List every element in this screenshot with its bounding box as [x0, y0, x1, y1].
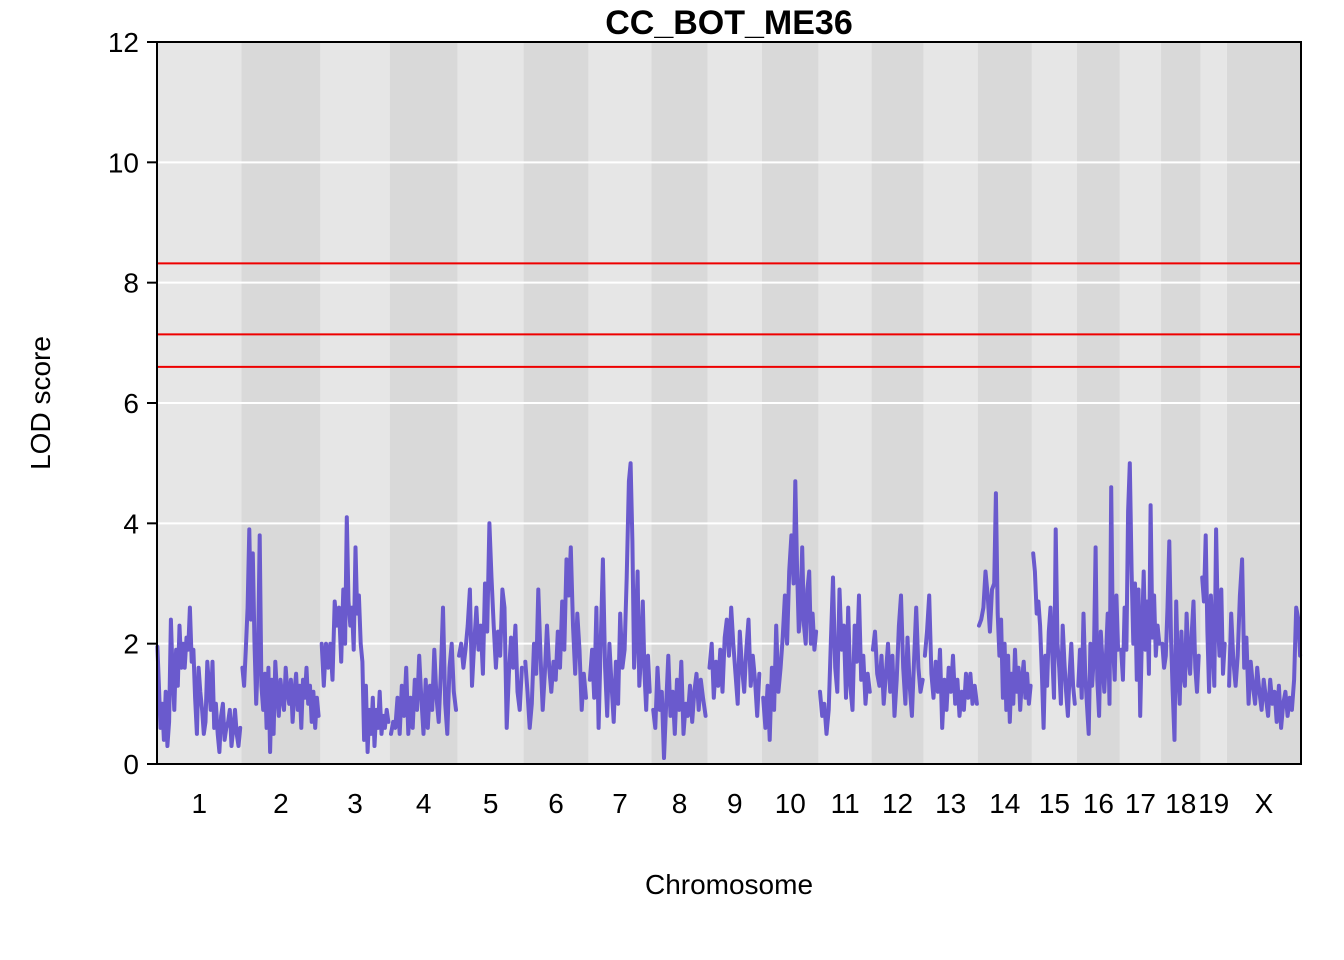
- x-tick-label: 15: [1039, 788, 1070, 819]
- x-axis-label: Chromosome: [645, 869, 813, 900]
- lod-line-chr-16: [1076, 485, 1121, 736]
- lod-line-chr-8: [651, 653, 708, 760]
- x-tick-label: 2: [273, 788, 289, 819]
- x-tick-label: X: [1255, 788, 1274, 819]
- lod-line-chr-7: [587, 461, 652, 730]
- x-tick-label: 19: [1198, 788, 1229, 819]
- x-tick-label: 6: [548, 788, 564, 819]
- y-axis: 0 2 4 6 8 10 12: [108, 27, 157, 780]
- x-tick-label: 12: [882, 788, 913, 819]
- x-tick-label: 4: [416, 788, 432, 819]
- lod-line-chr-15: [1031, 527, 1077, 730]
- y-tick-label: 2: [123, 629, 139, 660]
- y-tick-label: 12: [108, 27, 139, 58]
- x-tick-label: 17: [1125, 788, 1156, 819]
- lod-line-chr-12: [870, 593, 925, 718]
- y-tick-label: 4: [123, 508, 139, 539]
- lod-line-chr-13: [922, 593, 979, 730]
- y-tick-label: 6: [123, 388, 139, 419]
- lod-line-chr-X: [1227, 557, 1303, 730]
- x-tick-label: 10: [775, 788, 806, 819]
- lod-line-chr-11: [818, 575, 872, 736]
- y-tick-label: 10: [108, 147, 139, 178]
- chart-title: CC_BOT_ME36: [605, 4, 853, 42]
- lod-line-chr-2: [240, 527, 321, 754]
- lod-line-chr-4: [389, 605, 458, 736]
- x-tick-label: 14: [989, 788, 1020, 819]
- x-tick-label: 3: [347, 788, 363, 819]
- lod-line-chr-3: [319, 515, 391, 754]
- x-tick-label: 5: [483, 788, 499, 819]
- x-tick-label: 9: [727, 788, 743, 819]
- x-tick-label: 16: [1083, 788, 1114, 819]
- x-axis: 1 2 3 4 5 6 7 8 9 10 11 12 13 14 15 16 17 18 19 X: [191, 788, 1273, 819]
- lod-line-chr-5: [457, 521, 524, 730]
- x-tick-label: 1: [191, 788, 207, 819]
- lod-line-chr-18: [1160, 539, 1201, 742]
- lod-line-chr-14: [977, 491, 1033, 724]
- y-axis-label: LOD score: [25, 336, 56, 470]
- x-tick-label: 7: [612, 788, 628, 819]
- lod-line-chr-9: [707, 605, 762, 718]
- x-tick-label: 8: [672, 788, 688, 819]
- y-tick-label: 8: [123, 268, 139, 299]
- x-tick-label: 13: [935, 788, 966, 819]
- lod-line-chr-17: [1119, 461, 1162, 718]
- lod-series: [155, 461, 1303, 760]
- lod-line-chr-1: [155, 605, 243, 754]
- y-tick-label: 0: [123, 749, 139, 780]
- lod-line-chr-6: [523, 545, 588, 730]
- x-tick-label: 18: [1165, 788, 1196, 819]
- x-tick-label: 11: [831, 788, 860, 819]
- threshold-lines: [157, 262, 1301, 368]
- lod-line-chr-10: [761, 479, 819, 742]
- lod-line-chr-19: [1200, 527, 1227, 694]
